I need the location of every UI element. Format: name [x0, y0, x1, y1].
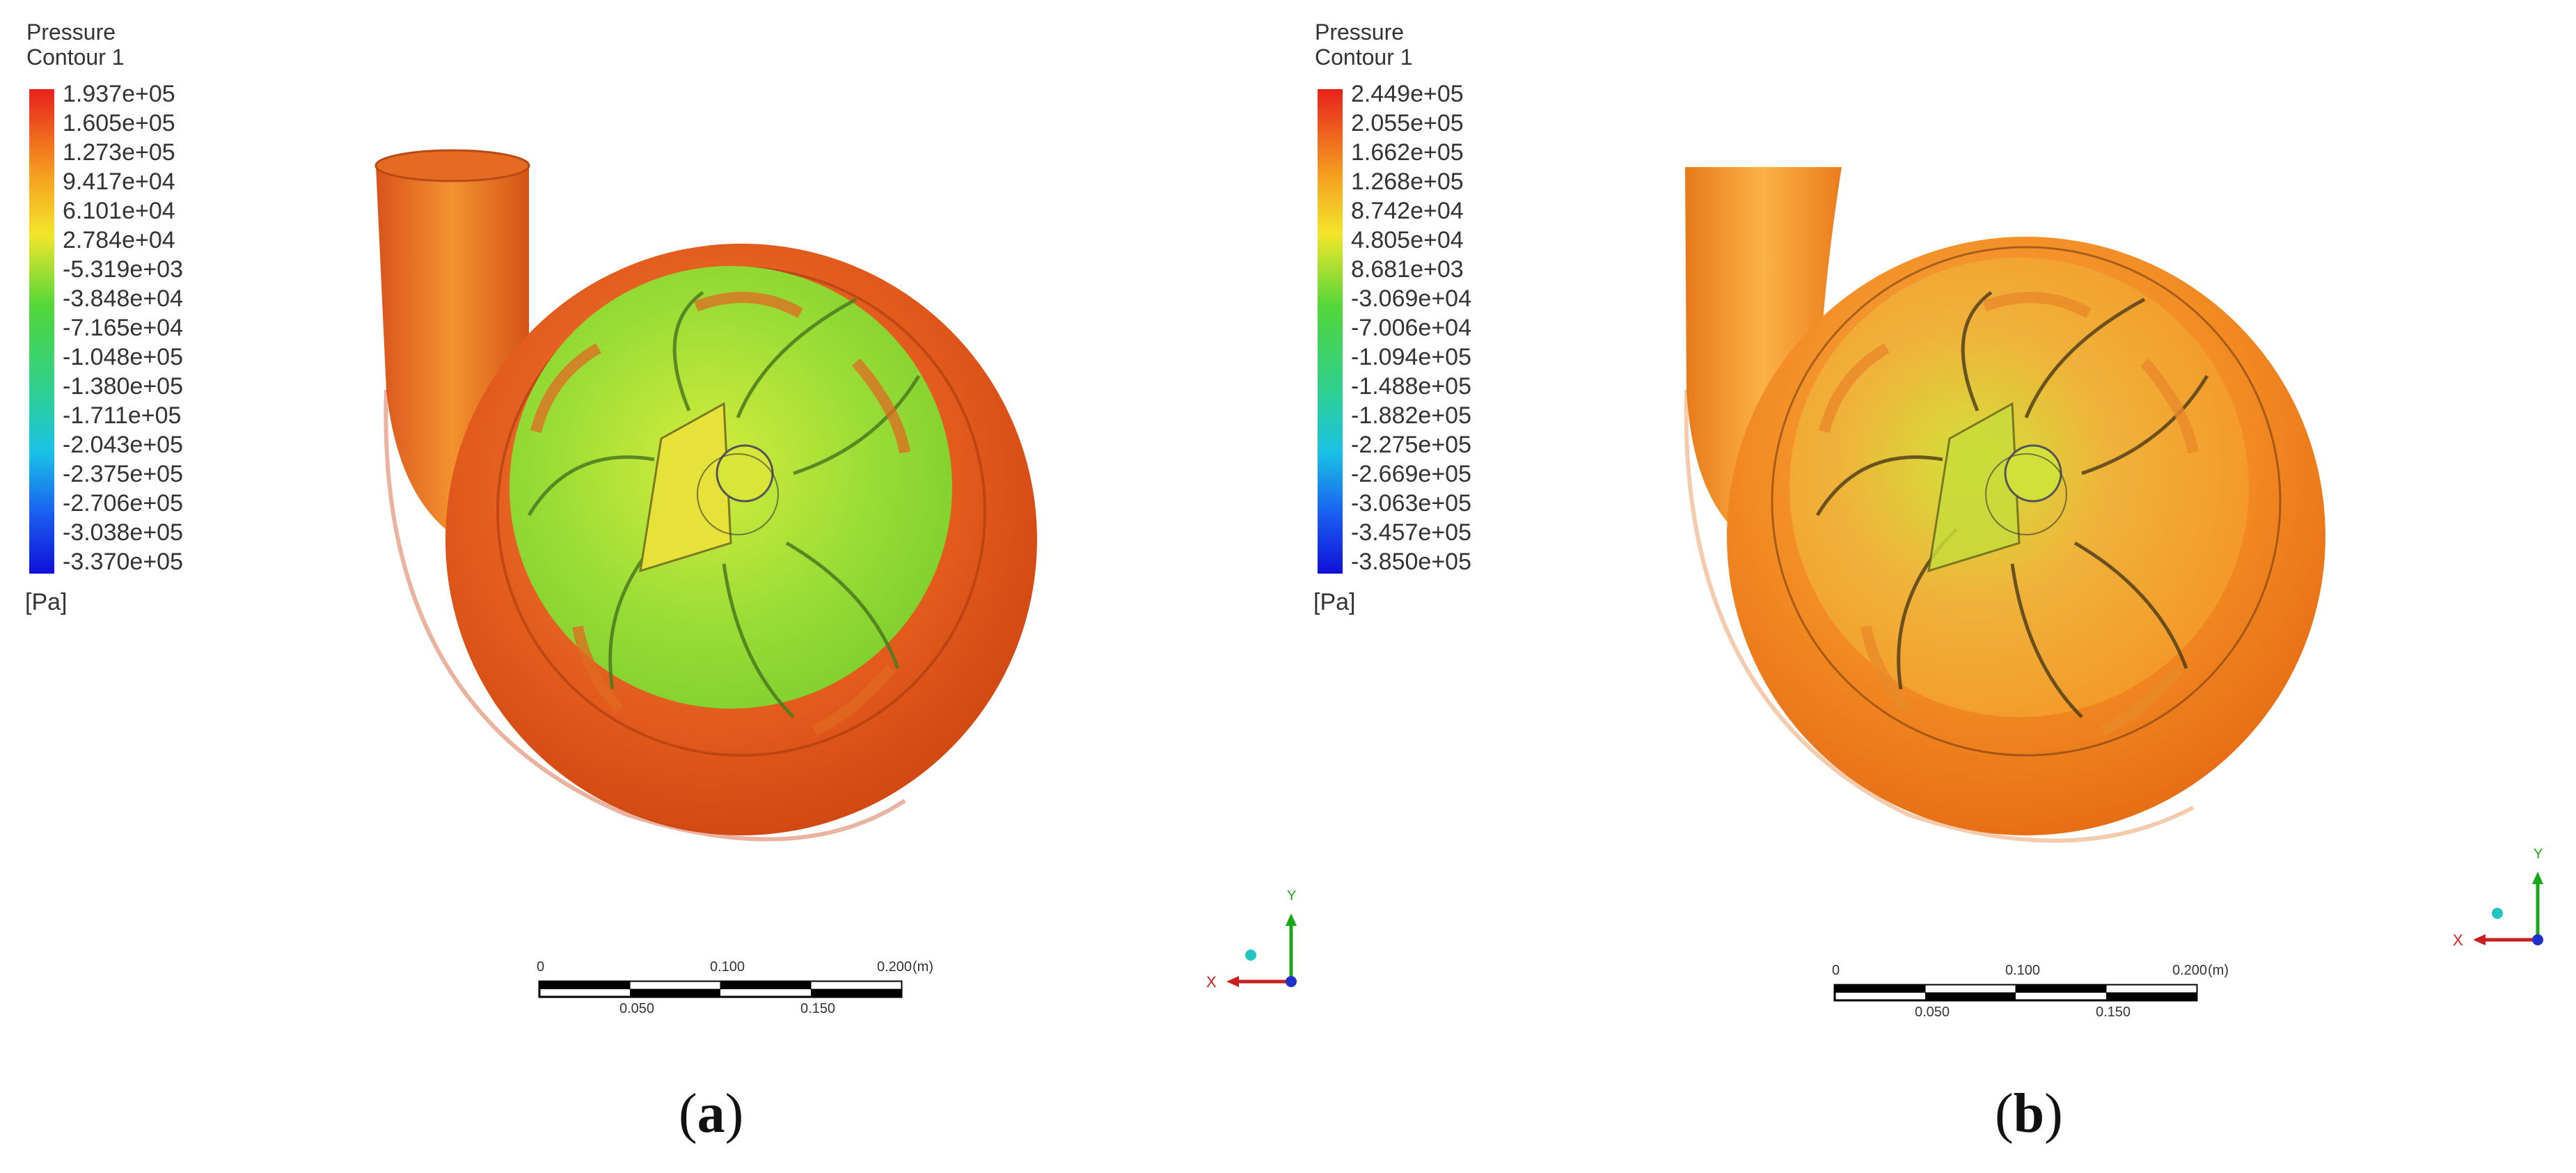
- colorbar: [1318, 89, 1343, 574]
- scale-unit: (m): [912, 959, 933, 975]
- colorbar-tick: -1.882e+05: [1351, 402, 1471, 429]
- caption-close: ): [725, 1083, 744, 1144]
- legend-title-line1: Pressure: [26, 19, 116, 45]
- colorbar-tick: -2.669e+05: [1351, 461, 1471, 487]
- scale-tick-0: 0: [1832, 963, 1840, 978]
- axis-y-label: Y: [2534, 847, 2543, 862]
- colorbar-tick: -2.275e+05: [1351, 432, 1471, 458]
- legend-title-line1: Pressure: [1315, 19, 1405, 45]
- blade-tips: [530, 292, 910, 737]
- scale-tick-150: 0.150: [800, 1001, 836, 1016]
- legend-title-line2: Contour 1: [26, 45, 125, 70]
- panel-a: Pressure Contour 1 1.937e+05 1.605e+05 1…: [25, 19, 1297, 1146]
- hub-sector: [639, 402, 732, 573]
- colorbar-tick: -3.370e+05: [63, 549, 183, 575]
- pipe-outlet: [374, 149, 530, 182]
- colorbar-tick: -3.038e+05: [63, 519, 183, 546]
- colorbar-tick: 1.662e+05: [1351, 139, 1464, 166]
- caption-letter: a: [697, 1083, 725, 1144]
- colorbar-tick-labels: 1.937e+05 1.605e+05 1.273e+05 9.417e+04 …: [63, 82, 230, 581]
- colorbar-tick: -3.063e+05: [1351, 490, 1471, 517]
- legend-title: Pressure Contour 1: [1315, 19, 1413, 70]
- scale-tick-200: 0.200: [877, 959, 912, 975]
- colorbar-tick: -2.375e+05: [63, 461, 183, 487]
- axis-triad: Y X: [2447, 847, 2566, 961]
- pump-contour-render: [1684, 167, 2325, 843]
- scale-tick-100: 0.100: [2005, 963, 2041, 978]
- colorbar-tick: -5.319e+03: [63, 256, 183, 283]
- colorbar-tick: 9.417e+04: [63, 168, 175, 195]
- colorbar-tick: 1.268e+05: [1351, 168, 1464, 195]
- scale-bar-labels: 0 0.100 0.200 (m) 0.050 0.150: [1821, 929, 2266, 1069]
- colorbar-tick-labels: 2.449e+05 2.055e+05 1.662e+05 1.268e+05 …: [1351, 82, 1518, 581]
- colorbar-tick: 2.055e+05: [1351, 110, 1464, 136]
- caption-letter: b: [2013, 1083, 2045, 1144]
- axis-y-label: Y: [1287, 888, 1297, 904]
- colorbar-tick: -3.850e+05: [1351, 549, 1471, 575]
- legend-title: Pressure Contour 1: [26, 19, 125, 70]
- hub-sector: [1927, 402, 2021, 573]
- colorbar-tick: 2.449e+05: [1351, 81, 1464, 107]
- colorbar-tick: -1.380e+05: [63, 373, 183, 400]
- colorbar-tick: 8.742e+04: [1351, 198, 1464, 224]
- axis-x-label: X: [1206, 973, 1217, 991]
- caption-close: ): [2044, 1083, 2063, 1144]
- colorbar-tick: 2.784e+04: [63, 227, 175, 253]
- colorbar-tick: -1.488e+05: [1351, 373, 1471, 400]
- scale-tick-0: 0: [537, 959, 545, 975]
- panel-caption: (a): [679, 1083, 743, 1146]
- colorbar-tick: 4.805e+04: [1351, 227, 1464, 253]
- colorbar-tick: -2.043e+05: [63, 432, 183, 458]
- colorbar-tick: -3.457e+05: [1351, 519, 1471, 546]
- colorbar-tick: -2.706e+05: [63, 490, 183, 517]
- panel-caption: (b): [1995, 1083, 2063, 1146]
- colorbar: [29, 89, 54, 574]
- scale-tick-150: 0.150: [2096, 1005, 2131, 1020]
- colorbar-tick: 1.605e+05: [63, 110, 175, 136]
- colorbar-tick: -1.094e+05: [1351, 344, 1471, 370]
- scale-tick-200: 0.200: [2172, 963, 2208, 978]
- pump-contour-render: [374, 149, 1037, 842]
- scale-tick-050: 0.050: [619, 1001, 655, 1016]
- scale-bar: [1833, 984, 2198, 1002]
- caption-open: (: [1995, 1083, 2014, 1144]
- impeller-blades: [527, 290, 921, 718]
- colorbar-tick: 1.273e+05: [63, 139, 175, 166]
- legend-unit: [Pa]: [25, 589, 68, 615]
- caption-open: (: [679, 1083, 697, 1144]
- legend-unit: [Pa]: [1313, 589, 1356, 615]
- scale-bar: [538, 980, 903, 998]
- colorbar-tick: 8.681e+03: [1351, 256, 1464, 283]
- colorbar-tick: 6.101e+04: [63, 198, 175, 224]
- scale-unit: (m): [2208, 963, 2229, 978]
- scale-tick-100: 0.100: [710, 959, 745, 975]
- colorbar-tick: -7.165e+04: [63, 315, 183, 341]
- blade-tips: [1819, 292, 2199, 737]
- scale-bar-labels: 0 0.100 0.200 (m) 0.050 0.150: [526, 926, 971, 1065]
- colorbar-tick: -1.711e+05: [63, 402, 182, 429]
- colorbar-tick: -3.069e+04: [1351, 285, 1471, 312]
- colorbar-tick: 1.937e+05: [63, 81, 175, 107]
- legend-title-line2: Contour 1: [1315, 45, 1413, 70]
- colorbar-tick: -3.848e+04: [63, 285, 183, 312]
- axis-triad: Y X: [1201, 888, 1319, 1002]
- colorbar-tick: -7.006e+04: [1351, 315, 1471, 341]
- axis-x-label: X: [2453, 931, 2463, 949]
- colorbar-tick: -1.048e+05: [63, 344, 183, 370]
- panel-b: Pressure Contour 1 2.449e+05 2.055e+05 1…: [1288, 0, 2576, 1173]
- scale-tick-050: 0.050: [1915, 1005, 1950, 1020]
